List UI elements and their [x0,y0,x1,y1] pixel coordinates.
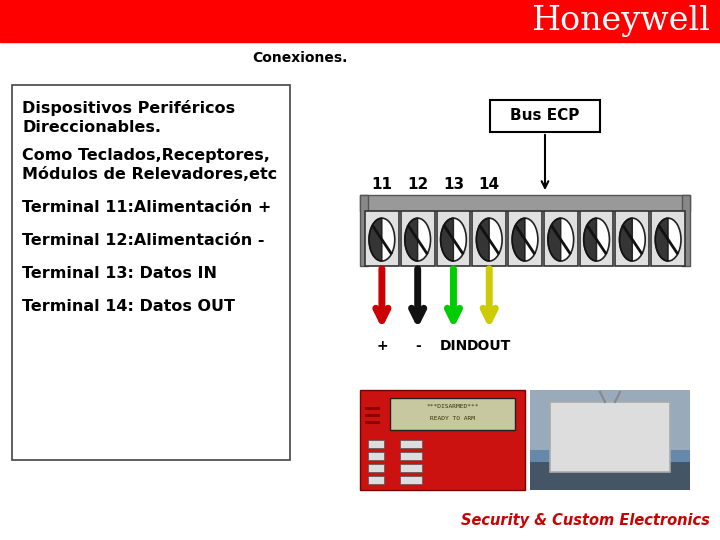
Text: Conexiones.: Conexiones. [252,51,348,65]
Text: ***DISARMED***: ***DISARMED*** [426,403,479,408]
Text: Honeywell: Honeywell [531,5,710,37]
Ellipse shape [477,218,502,261]
Bar [368,464,384,472]
Text: Módulos de Relevadores,etc: Módulos de Relevadores,etc [22,167,277,182]
Text: Terminal 13: Datos IN: Terminal 13: Datos IN [22,266,217,281]
Text: READY TO ARM: READY TO ARM [430,415,475,421]
Bar [360,195,690,211]
Bar [368,476,384,484]
Bar [472,211,506,266]
Ellipse shape [548,218,574,261]
Ellipse shape [619,218,645,261]
Text: Dispositivos Periféricos: Dispositivos Periféricos [22,100,235,116]
Text: DOUT: DOUT [467,339,511,353]
Text: 11: 11 [372,177,392,192]
Text: -: - [415,339,420,353]
Bar [360,195,368,266]
Text: 14: 14 [479,177,500,192]
Text: 13: 13 [443,177,464,192]
Bar [580,211,613,266]
Text: Como Teclados,Receptores,: Como Teclados,Receptores, [22,148,270,163]
Ellipse shape [405,218,431,261]
Bar [544,211,577,266]
Ellipse shape [584,218,609,261]
Text: +: + [376,339,387,353]
Polygon shape [512,218,525,261]
Text: Terminal 14: Datos OUT: Terminal 14: Datos OUT [22,299,235,314]
Ellipse shape [512,218,538,261]
Bar [400,464,422,472]
Polygon shape [548,218,561,261]
Bar [368,440,384,448]
Polygon shape [584,218,597,261]
Bar [530,390,690,490]
Bar [530,462,690,490]
Ellipse shape [441,218,467,261]
Bar [651,211,685,266]
Bar [400,476,422,484]
Bar [550,402,670,472]
Polygon shape [655,218,668,261]
Bar [530,390,690,450]
Bar [0,0,720,42]
Polygon shape [405,218,418,261]
Bar [616,211,649,266]
Bar [400,452,422,460]
Bar [368,452,384,460]
Text: Terminal 11:Alimentación +: Terminal 11:Alimentación + [22,200,271,215]
Bar [12,85,290,460]
Bar [436,211,470,266]
Bar [360,390,525,490]
Polygon shape [369,218,382,261]
Bar [401,211,435,266]
Text: 12: 12 [407,177,428,192]
Polygon shape [441,218,454,261]
Ellipse shape [369,218,395,261]
Text: Direccionables.: Direccionables. [22,120,161,135]
Polygon shape [619,218,632,261]
Bar [390,398,515,430]
Bar [682,195,690,266]
Text: Security & Custom Electronics: Security & Custom Electronics [461,513,710,528]
Text: Bus ECP: Bus ECP [510,109,580,124]
Text: Terminal 12:Alimentación -: Terminal 12:Alimentación - [22,233,264,248]
Bar [508,211,542,266]
Text: DIN: DIN [439,339,467,353]
Bar [490,100,600,132]
Polygon shape [477,218,489,261]
Bar [400,440,422,448]
Bar [365,211,399,266]
Ellipse shape [655,218,681,261]
